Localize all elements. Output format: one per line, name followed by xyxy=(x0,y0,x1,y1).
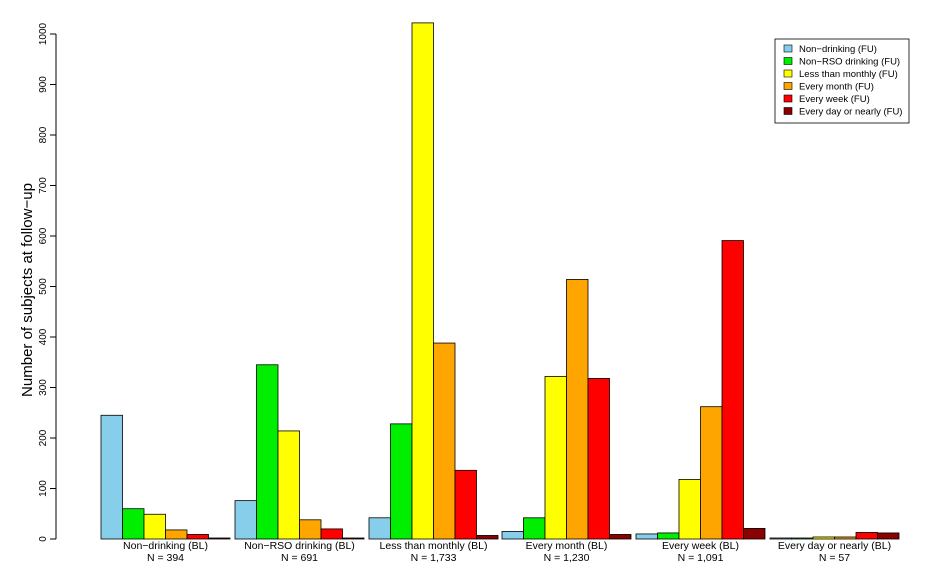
bars xyxy=(100,22,900,540)
legend-swatch xyxy=(783,57,793,65)
y-tick-label: 100 xyxy=(38,480,49,497)
legend-swatch xyxy=(783,44,793,53)
legend-entry: Every week (FU) xyxy=(799,94,870,105)
category-n-label: N = 394 xyxy=(147,552,184,564)
legend-swatch xyxy=(783,107,793,115)
y-tick-label: 500 xyxy=(38,278,49,295)
legend-box xyxy=(774,38,910,124)
bar xyxy=(411,22,434,540)
legend-entry: Non−RSO drinking (FU) xyxy=(799,57,900,68)
legend-swatch xyxy=(783,69,793,78)
bar xyxy=(700,406,723,540)
bar xyxy=(277,430,300,540)
bar xyxy=(812,536,835,540)
bar xyxy=(834,536,857,540)
y-tick-label: 0 xyxy=(38,536,49,542)
y-axis-label: Number of subjects at follow−up xyxy=(19,183,36,397)
category-label: Every day or nearly (BL) xyxy=(778,540,891,552)
bar xyxy=(208,537,231,540)
category-n-label: N = 1,091 xyxy=(678,552,724,564)
bar xyxy=(476,535,499,540)
y-tick-label: 900 xyxy=(38,76,49,93)
bar xyxy=(855,532,878,540)
bar xyxy=(433,342,456,540)
bar xyxy=(721,240,744,540)
bar xyxy=(143,513,166,540)
y-tick-label: 300 xyxy=(38,379,49,396)
x-axis-labels: Non−drinking (BL)N = 394 Non−RSO drinking… xyxy=(123,540,891,564)
y-tick-label: 200 xyxy=(38,429,49,446)
bar xyxy=(544,375,567,540)
legend-entry: Less than monthly (FU) xyxy=(799,69,898,80)
bar xyxy=(877,532,900,540)
bar xyxy=(587,378,610,540)
bar xyxy=(635,533,658,540)
category-n-label: N = 1,230 xyxy=(544,552,590,564)
bar xyxy=(299,519,322,540)
legend: Non−drinking (FU) Non−RSO drinking (FU)Le… xyxy=(774,38,910,124)
bar xyxy=(390,423,413,540)
y-tick-label: 400 xyxy=(38,328,49,345)
bar xyxy=(234,500,257,540)
category-label: Non−drinking (BL) xyxy=(123,540,208,552)
category-label: Every month (BL) xyxy=(526,540,608,552)
legend-swatch xyxy=(783,94,793,103)
category-label: Non−RSO drinking (BL) xyxy=(244,540,355,552)
legend-swatch xyxy=(783,82,793,90)
bar xyxy=(186,534,209,540)
bar xyxy=(165,529,188,540)
category-n-label: N = 1,733 xyxy=(411,552,457,564)
legend-entry: Every month (FU) xyxy=(799,82,874,93)
category-label: Less than monthly (BL) xyxy=(380,540,488,552)
y-axis: 0 100 200 300 400 500 600 700 800 900 1000 xyxy=(38,22,57,542)
bar xyxy=(100,414,123,540)
category-n-label: N = 57 xyxy=(819,552,850,564)
bar xyxy=(609,534,632,540)
bar xyxy=(678,479,701,540)
bar xyxy=(791,537,814,540)
y-tick-label: 700 xyxy=(38,177,49,194)
y-tick-label: 600 xyxy=(38,227,49,244)
y-tick-label: 800 xyxy=(38,126,49,143)
category-label: Every week (BL) xyxy=(662,540,739,552)
bar xyxy=(320,528,343,540)
bar xyxy=(501,531,524,540)
bar xyxy=(743,527,766,540)
bar xyxy=(342,537,365,540)
bar xyxy=(368,517,391,540)
legend-entry: Every day or nearly (FU) xyxy=(799,107,902,118)
bar xyxy=(454,469,477,540)
bar xyxy=(523,517,546,540)
bar xyxy=(566,279,589,540)
y-tick-label: 1000 xyxy=(38,22,49,45)
bar xyxy=(256,364,279,540)
bar xyxy=(657,532,680,540)
category-n-label: N = 691 xyxy=(281,552,318,564)
bar xyxy=(769,537,792,540)
legend-entry: Non−drinking (FU) xyxy=(799,44,877,55)
bar xyxy=(122,508,145,540)
